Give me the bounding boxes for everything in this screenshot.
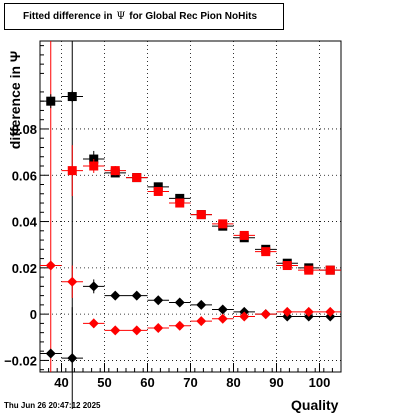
y-tick-label: 0.06 (12, 168, 37, 183)
y-tick-label: 0 (30, 307, 37, 322)
square-marker (196, 210, 206, 220)
square-marker (218, 219, 228, 229)
diamond-marker (325, 306, 336, 317)
x-axis-label: Quality (291, 397, 339, 413)
diamond-marker (239, 311, 250, 322)
y-tick-label: 0.08 (12, 122, 37, 137)
diamond-marker (217, 313, 228, 324)
square-marker (175, 193, 185, 203)
x-tick-label: 90 (269, 375, 283, 390)
square-marker (153, 182, 163, 192)
diamond-marker (67, 353, 78, 364)
x-tick-label: 100 (309, 375, 331, 390)
square-marker (67, 92, 77, 102)
diamond-marker (303, 306, 314, 317)
square-marker (67, 166, 77, 176)
diamond-marker (196, 299, 207, 310)
y-tick-label: 0.02 (12, 261, 37, 276)
square-marker (325, 265, 335, 275)
x-tick-label: 70 (183, 375, 197, 390)
diamond-marker (196, 316, 207, 327)
x-tick-label: 50 (97, 375, 111, 390)
x-tick-label: 80 (226, 375, 240, 390)
diamond-marker (153, 323, 164, 334)
x-tick-label: 60 (140, 375, 154, 390)
y-tick-label: −0.02 (4, 353, 37, 368)
square-marker (282, 261, 292, 271)
diamond-marker (88, 281, 99, 292)
diamond-marker (67, 276, 78, 287)
diamond-marker (110, 290, 121, 301)
square-marker (153, 186, 163, 196)
square-marker (304, 265, 314, 275)
diamond-marker (174, 297, 185, 308)
diamond-marker (174, 320, 185, 331)
diamond-marker (45, 348, 56, 359)
y-tick-label: 0.04 (12, 215, 38, 230)
square-marker (110, 166, 120, 176)
title-prefix: Fitted difference in (23, 11, 113, 22)
diamond-marker (131, 325, 142, 336)
title-suffix: for Global Rec Pion NoHits (129, 11, 258, 22)
diamond-marker (45, 260, 56, 271)
diamond-marker (282, 306, 293, 317)
square-marker (89, 161, 99, 171)
square-marker (239, 230, 249, 240)
square-marker (261, 247, 271, 257)
square-marker (132, 173, 142, 183)
diamond-marker (131, 290, 142, 301)
diamond-marker (110, 325, 121, 336)
square-marker (175, 198, 185, 208)
square-marker (46, 96, 56, 106)
title-psi-symbol: Ψ (116, 11, 126, 22)
diamond-marker (88, 318, 99, 329)
diamond-marker (260, 309, 271, 320)
plot-frame (39, 40, 342, 373)
diamond-marker (217, 304, 228, 315)
x-tick-label: 40 (54, 375, 68, 390)
timestamp: Thu Jun 26 20:47:12 2025 (4, 401, 101, 410)
diamond-marker (153, 295, 164, 306)
